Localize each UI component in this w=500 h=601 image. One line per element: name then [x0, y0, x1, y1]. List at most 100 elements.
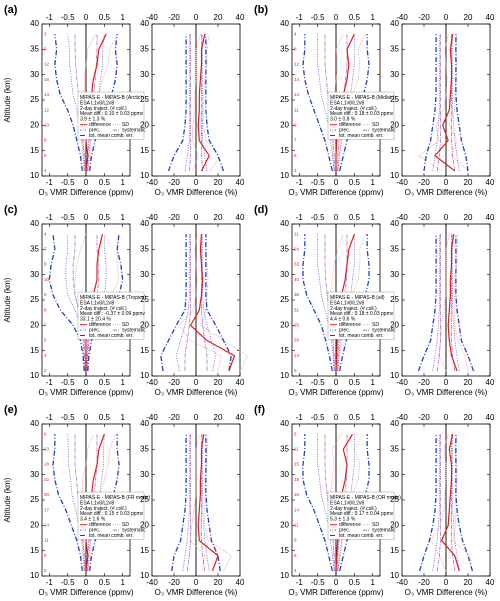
y-tick-label: 30 — [280, 470, 289, 479]
coincidence-count: 11 — [294, 447, 299, 452]
x-tick-label-top: 1 — [370, 13, 375, 22]
y-tick-label: 20 — [30, 520, 39, 529]
x-tick-label: 20 — [464, 378, 473, 387]
coincidence-count: 9 — [294, 123, 297, 128]
coincidence-count: 33 — [294, 262, 300, 267]
coincidence-count: 22 — [44, 477, 50, 482]
panel-label: (b) — [254, 4, 268, 16]
subplot: (b)O₃ VMR Difference (ppmv)-1-1-0.5-0.50… — [254, 4, 396, 197]
error-lower — [432, 234, 440, 371]
x-tick-label: -0.5 — [61, 378, 75, 387]
y-tick-label: 10 — [280, 171, 289, 180]
sd-upper — [337, 233, 366, 371]
error-lower — [160, 234, 187, 372]
panel-label: (c) — [4, 204, 18, 216]
legend-label: tot. mean comb. err. — [89, 333, 133, 339]
x-tick-label-top: 20 — [464, 413, 473, 422]
x-tick-label-top: -1 — [296, 213, 304, 222]
x-axis-label: O₃ VMR Difference (%) — [405, 588, 488, 597]
x-tick-label: -20 — [418, 578, 430, 587]
x-tick-label-top: -20 — [418, 13, 430, 22]
y-tick-label: 25 — [30, 95, 39, 104]
x-axis-label: O₃ VMR Difference (ppmv) — [288, 588, 383, 597]
legend-label: tot. mean comb. err. — [89, 133, 133, 139]
info-box — [77, 291, 145, 340]
coincidence-count: 9 — [294, 538, 297, 543]
x-tick-label-top: 0 — [444, 13, 449, 22]
coincidence-count: 17 — [44, 507, 50, 512]
legend-label: SD — [122, 122, 129, 128]
info-text: MIPAS-E - MIPAS-B (Arctic) — [80, 95, 142, 101]
x-axis-label: O₃ VMR Difference (%) — [155, 588, 238, 597]
coincidence-count: 7 — [44, 247, 47, 252]
info-text: MIPAS-E - MIPAS-B (Tropics) — [80, 295, 146, 301]
error-upper — [455, 434, 474, 572]
legend-label: systematic — [122, 327, 146, 333]
x-tick-label-top: 0 — [84, 13, 89, 22]
error-upper — [455, 234, 475, 372]
y-tick-label: 20 — [140, 320, 149, 329]
legend-label: systematic — [122, 527, 146, 533]
y-tick-label: 25 — [140, 495, 149, 504]
y-tick-label: 20 — [140, 120, 149, 129]
difference-line — [440, 434, 460, 572]
y-tick-label: 20 — [390, 320, 399, 329]
error-lower — [317, 234, 335, 371]
y-tick-label: 35 — [390, 244, 399, 253]
coincidence-count: 14 — [294, 77, 300, 82]
y-tick-label: 10 — [390, 571, 399, 580]
x-axis-label: O₃ VMR Difference (ppmv) — [38, 188, 133, 197]
x-tick-label: 20 — [214, 178, 223, 187]
y-tick-label: 10 — [30, 371, 39, 380]
coincidence-count: 12 — [44, 107, 50, 112]
y-tick-label: 40 — [390, 419, 399, 428]
info-text: Mean diff.: -0.37 ± 0.09 ppmv — [80, 311, 145, 317]
x-tick-label: 1 — [370, 578, 375, 587]
x-tick-label: 0.5 — [349, 178, 361, 187]
coincidence-count: 16 — [294, 492, 300, 497]
y-tick-label: 15 — [140, 146, 149, 155]
legend-label: prec. — [89, 327, 100, 333]
y-tick-label: 30 — [140, 70, 149, 79]
info-text: 2-day traject. (# coll.) — [80, 306, 127, 312]
info-text: 2-day traject. (# coll.) — [330, 506, 377, 512]
error-lower — [72, 234, 86, 371]
x-tick-label-top: -40 — [146, 413, 158, 422]
subplot: (f)O₃ VMR Difference (ppmv)-1-1-0.5-0.50… — [254, 404, 401, 597]
y-tick-label: 35 — [280, 244, 289, 253]
x-tick-label: 0 — [194, 178, 199, 187]
x-tick-label-top: 0 — [444, 413, 449, 422]
error-lower — [167, 34, 187, 172]
x-tick-label-top: -1 — [46, 13, 54, 22]
x-tick-label-top: 20 — [214, 413, 223, 422]
error-lower — [184, 234, 191, 371]
info-text: 2-day traject. (# coll.) — [80, 106, 127, 112]
sd-upper — [448, 34, 469, 172]
subplot: O₃ VMR Difference (%)-40-40-20-200020204… — [140, 213, 249, 397]
y-tick-label: 35 — [140, 444, 149, 453]
x-tick-label-top: 0 — [84, 213, 89, 222]
difference-line — [447, 234, 458, 372]
error-upper — [205, 34, 225, 172]
sd-upper — [87, 433, 116, 572]
error-lower — [423, 34, 437, 172]
legend-label: difference — [339, 522, 361, 528]
difference-line — [197, 434, 219, 572]
y-tick-label: 10 — [30, 571, 39, 580]
x-tick-label: 0 — [444, 378, 449, 387]
y-tick-label: 15 — [390, 346, 399, 355]
info-text: MIPAS-E - MIPAS-B (OR mode) — [330, 495, 401, 501]
y-tick-label: 40 — [280, 19, 289, 28]
x-tick-label: 0 — [84, 378, 89, 387]
coincidence-count: 6 — [44, 323, 47, 328]
subplot: (e) Altitude (km) O₃ VMR Difference (ppmv)… — [3, 404, 150, 597]
x-tick-label-top: -1 — [296, 413, 304, 422]
error-lower — [302, 434, 333, 572]
info-text: Mean diff.: 0.10 ± 0.03 ppmv — [80, 111, 144, 117]
x-tick-label: 20 — [214, 378, 223, 387]
subplot: O₃ VMR Difference (%)-40-40-20-200020204… — [140, 413, 245, 597]
coincidence-count: 20 — [44, 492, 50, 497]
x-tick-label: 1 — [370, 378, 375, 387]
y-tick-label: 20 — [280, 520, 289, 529]
error-lower — [52, 434, 83, 572]
